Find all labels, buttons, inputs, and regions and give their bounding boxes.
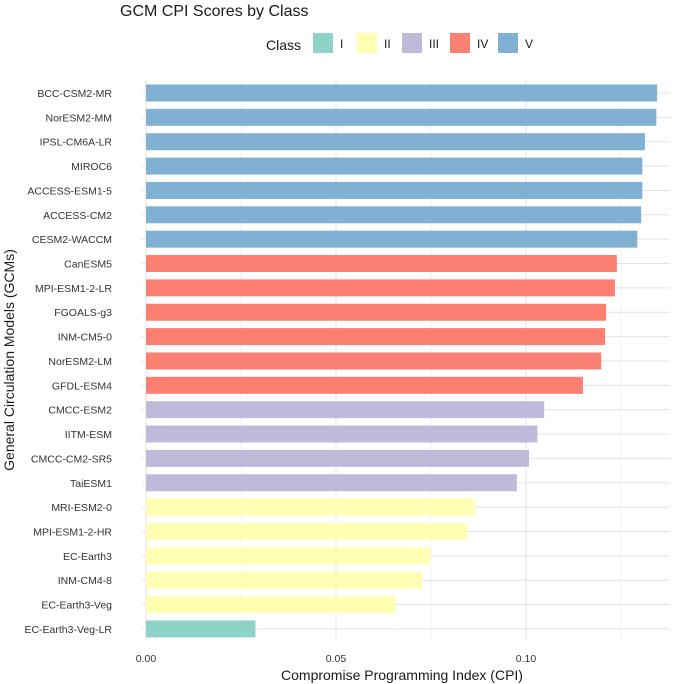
bar-ec-earth3-veg-lr <box>146 620 256 638</box>
legend-swatch-iv <box>450 33 470 53</box>
bar-noresm2-lm <box>146 352 602 370</box>
y-tick-label-access-esm1-5: ACCESS-ESM1-5 <box>27 185 112 197</box>
y-tick-label-inm-cm5-0: INM-CM5-0 <box>58 332 112 344</box>
bar-access-esm1-5 <box>146 181 643 199</box>
y-tick-label-cmcc-cm2-sr5: CMCC-CM2-SR5 <box>31 453 112 465</box>
y-tick-label-access-cm2: ACCESS-CM2 <box>43 210 112 222</box>
x-tick-labels: 0.00 0.05 0.10 <box>136 653 537 665</box>
legend: Class I II III IV V <box>266 33 533 53</box>
bar-ec-earth3 <box>146 547 431 565</box>
y-tick-label-cesm2-waccm: CESM2-WACCM <box>32 234 112 246</box>
bar-mri-esm2-0 <box>146 498 476 516</box>
y-tick-label-ec-earth3: EC-Earth3 <box>63 551 112 563</box>
y-tick-label-ec-earth3-veg-lr: EC-Earth3-Veg-LR <box>24 624 112 636</box>
y-tick-label-fgoals-g3: FGOALS-g3 <box>54 307 112 319</box>
bar-cesm2-waccm <box>146 230 638 248</box>
legend-swatch-ii <box>357 33 377 53</box>
bar-access-cm2 <box>146 206 642 224</box>
y-tick-label-mpi-esm1-2-hr: MPI-ESM1-2-HR <box>33 526 112 538</box>
y-tick-label-inm-cm4-8: INM-CM4-8 <box>58 575 112 587</box>
legend-swatch-i <box>313 33 333 53</box>
y-tick-label-bcc-csm2-mr: BCC-CSM2-MR <box>37 88 112 100</box>
y-tick-label-cmcc-esm2: CMCC-ESM2 <box>48 405 112 417</box>
y-tick-label-ipsl-cm6a-lr: IPSL-CM6A-LR <box>40 137 113 149</box>
bar-cmcc-esm2 <box>146 401 545 419</box>
bar-canesm5 <box>146 255 617 273</box>
x-tick-label-0-05: 0.05 <box>326 653 347 665</box>
bar-mpi-esm1-2-lr <box>146 279 615 297</box>
bar-cmcc-cm2-sr5 <box>146 449 530 467</box>
legend-label-i: I <box>340 37 343 51</box>
bar-mpi-esm1-2-hr <box>146 522 468 540</box>
y-tick-label-gfdl-esm4: GFDL-ESM4 <box>52 380 112 392</box>
bar-iitm-esm <box>146 425 538 443</box>
bar-bcc-csm2-mr <box>146 84 658 102</box>
y-tick-label-ec-earth3-veg: EC-Earth3-Veg <box>41 600 112 612</box>
bar-ipsl-cm6a-lr <box>146 133 645 151</box>
y-tick-label-canesm5: CanESM5 <box>64 259 112 271</box>
legend-swatch-iii <box>402 33 422 53</box>
chart-title: GCM CPI Scores by Class <box>120 3 308 20</box>
x-tick-label-0-00: 0.00 <box>136 653 157 665</box>
bar-taiesm1 <box>146 474 517 492</box>
y-tick-label-taiesm1: TaiESM1 <box>70 478 112 490</box>
bar-inm-cm4-8 <box>146 571 423 589</box>
x-tick-label-0-10: 0.10 <box>516 653 537 665</box>
bar-noresm2-mm <box>146 108 657 126</box>
y-tick-label-mri-esm2-0: MRI-ESM2-0 <box>51 502 112 514</box>
legend-label-iii: III <box>429 37 439 51</box>
y-axis-title: General Circulation Models (GCMs) <box>1 249 17 471</box>
x-axis-title: Compromise Programming Index (CPI) <box>281 667 523 683</box>
bar-ec-earth3-veg <box>146 596 396 614</box>
y-tick-label-iitm-esm: IITM-ESM <box>65 429 112 441</box>
bar-gfdl-esm4 <box>146 376 583 394</box>
bar-miroc6 <box>146 157 643 175</box>
y-tick-label-noresm2-lm: NorESM2-LM <box>48 356 112 368</box>
y-tick-label-mpi-esm1-2-lr: MPI-ESM1-2-LR <box>35 283 112 295</box>
legend-label-ii: II <box>384 37 391 51</box>
legend-title: Class <box>266 37 301 53</box>
bars <box>146 84 658 638</box>
legend-label-iv: IV <box>477 37 488 51</box>
legend-label-v: V <box>525 37 533 51</box>
y-tick-label-miroc6: MIROC6 <box>71 161 112 173</box>
bar-inm-cm5-0 <box>146 328 606 346</box>
y-tick-labels: BCC-CSM2-MR NorESM2-MM IPSL-CM6A-LR MIROC6 A… <box>24 88 112 636</box>
legend-swatch-v <box>498 33 518 53</box>
y-tick-label-noresm2-mm: NorESM2-MM <box>45 112 112 124</box>
bar-fgoals-g3 <box>146 303 607 321</box>
